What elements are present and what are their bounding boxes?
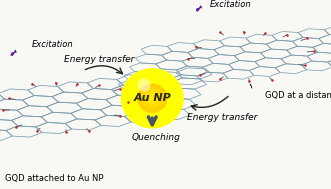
Ellipse shape (139, 86, 165, 111)
Ellipse shape (126, 73, 178, 123)
Ellipse shape (123, 70, 181, 126)
Ellipse shape (138, 85, 166, 112)
Ellipse shape (132, 78, 173, 118)
Text: Energy transfer: Energy transfer (64, 55, 134, 64)
Text: Au NP: Au NP (133, 93, 171, 103)
Ellipse shape (136, 83, 168, 114)
Ellipse shape (146, 92, 159, 105)
Ellipse shape (149, 95, 156, 101)
Ellipse shape (145, 91, 160, 106)
Ellipse shape (129, 76, 175, 120)
Text: Energy transfer: Energy transfer (187, 113, 257, 122)
Text: Quenching: Quenching (131, 133, 180, 143)
Text: GQD at a distance: GQD at a distance (265, 91, 331, 100)
Ellipse shape (122, 69, 183, 127)
Ellipse shape (141, 88, 163, 109)
Ellipse shape (121, 68, 184, 129)
Ellipse shape (147, 93, 158, 104)
Ellipse shape (137, 78, 151, 92)
Ellipse shape (151, 97, 153, 99)
Text: GQD attached to Au NP: GQD attached to Au NP (5, 174, 104, 183)
Polygon shape (196, 5, 202, 11)
Ellipse shape (140, 87, 164, 110)
Ellipse shape (148, 94, 157, 102)
Text: Excitation: Excitation (210, 0, 252, 9)
Ellipse shape (137, 84, 167, 113)
Text: Excitation: Excitation (31, 40, 73, 49)
Ellipse shape (124, 71, 180, 125)
Ellipse shape (135, 82, 169, 115)
Ellipse shape (127, 74, 177, 122)
Ellipse shape (150, 96, 155, 100)
Polygon shape (11, 50, 16, 56)
Ellipse shape (128, 75, 176, 121)
Ellipse shape (125, 72, 179, 124)
Ellipse shape (133, 80, 172, 117)
Ellipse shape (130, 77, 174, 119)
Ellipse shape (143, 89, 162, 108)
Ellipse shape (144, 90, 161, 107)
Ellipse shape (134, 81, 171, 116)
